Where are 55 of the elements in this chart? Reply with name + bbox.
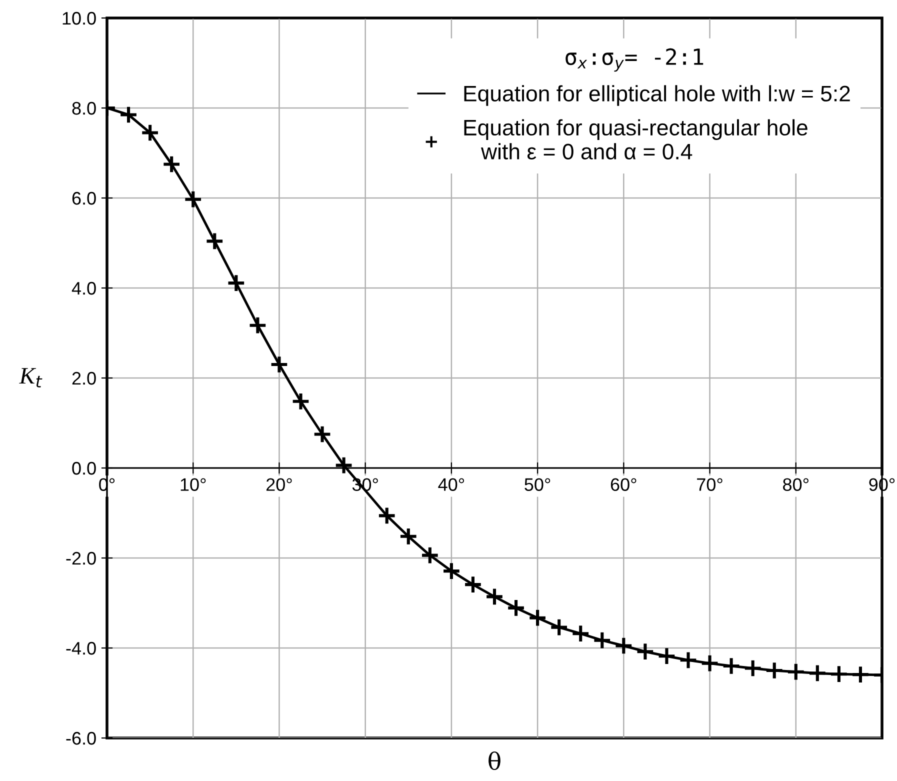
point xyxy=(722,656,741,676)
legend-label: Equation for elliptical hole with l:w = 5:2 xyxy=(464,85,850,106)
y-tick-label: 2.0 xyxy=(72,372,96,385)
point xyxy=(743,658,762,678)
point xyxy=(700,654,720,673)
point xyxy=(205,232,224,251)
point xyxy=(851,665,870,684)
point xyxy=(614,636,634,656)
y-tick-label: -6.0 xyxy=(66,732,96,745)
x-tick-label: 40° xyxy=(438,478,464,491)
point xyxy=(678,650,698,670)
point xyxy=(270,355,289,374)
point xyxy=(571,624,590,644)
point xyxy=(398,526,418,546)
point xyxy=(442,562,461,580)
point xyxy=(248,316,268,335)
point xyxy=(162,154,182,174)
point xyxy=(226,274,246,292)
point xyxy=(592,630,612,650)
point xyxy=(808,664,827,683)
point xyxy=(485,587,504,606)
point xyxy=(550,618,569,637)
point xyxy=(119,105,138,124)
x-tick-label: 10° xyxy=(180,478,206,491)
point xyxy=(184,190,203,209)
y-tick-label: -2.0 xyxy=(66,552,96,565)
x-tick-label: 20° xyxy=(266,478,292,491)
y-tick-label: 0.0 xyxy=(72,462,96,475)
point xyxy=(464,575,482,594)
point xyxy=(764,661,784,680)
point xyxy=(334,456,354,475)
point xyxy=(420,546,440,565)
legend-label: Equation for quasi-rectangular hole with ε = 0 and α = 0.4 xyxy=(464,119,808,160)
y-tick-label: 10.0 xyxy=(62,12,96,25)
point xyxy=(657,646,676,666)
point xyxy=(312,424,332,444)
point xyxy=(506,598,526,618)
x-tick-label: 50° xyxy=(524,478,550,491)
point xyxy=(636,642,655,662)
y-tick-label: 8.0 xyxy=(72,102,96,115)
x-tick-label: 70° xyxy=(697,478,722,491)
point xyxy=(291,392,310,411)
x-tick-label: 60° xyxy=(610,478,636,491)
y-tick-label: -4.0 xyxy=(66,642,96,655)
legend-title: σ$_{x}$:σ$_{y}$= -2:1 xyxy=(566,48,704,72)
point xyxy=(829,664,848,684)
point xyxy=(140,123,160,142)
point xyxy=(528,608,548,628)
point xyxy=(786,662,806,682)
x-axis-title: θ xyxy=(488,752,500,770)
y-axis-title: K$_{t}$ xyxy=(19,368,42,388)
point xyxy=(377,506,396,526)
y-tick-label: 4.0 xyxy=(72,282,96,295)
y-tick-label: 6.0 xyxy=(72,192,96,205)
x-tick-label: 80° xyxy=(783,478,808,491)
